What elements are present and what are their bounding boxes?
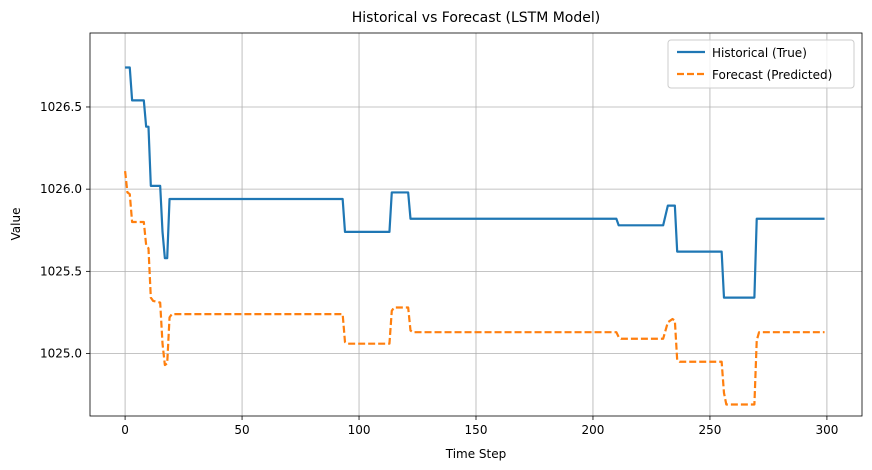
x-tick-label: 200: [582, 423, 605, 437]
x-tick-label: 150: [465, 423, 488, 437]
y-tick-label: 1025.5: [40, 264, 82, 278]
y-axis-label: Value: [9, 208, 23, 241]
y-tick-label: 1026.0: [40, 182, 82, 196]
x-tick-label: 100: [348, 423, 371, 437]
x-tick-label: 0: [121, 423, 129, 437]
series-line-historical: [125, 66, 825, 299]
legend: Historical (True) Forecast (Predicted): [667, 39, 855, 89]
y-tick-label: 1026.5: [40, 100, 82, 114]
legend-box: [667, 39, 855, 89]
x-tick-label: 300: [815, 423, 838, 437]
axis-ticks: 0 50 100 150 200 250 300 1025.0 1025.5 1026.0 1026…: [40, 100, 838, 437]
grid: [90, 33, 862, 416]
x-tick-label: 50: [234, 423, 249, 437]
series-line-forecast: [123, 170, 825, 406]
chart-title: Historical vs Forecast (LSTM Model): [352, 10, 600, 26]
x-tick-label: 250: [698, 423, 721, 437]
legend-label-forecast: Forecast (Predicted): [712, 68, 832, 82]
y-tick-label: 1025.0: [40, 347, 82, 361]
legend-label-historical: Historical (True): [712, 46, 807, 60]
series-group: [123, 66, 825, 406]
x-axis-label: Time Step: [445, 447, 507, 461]
